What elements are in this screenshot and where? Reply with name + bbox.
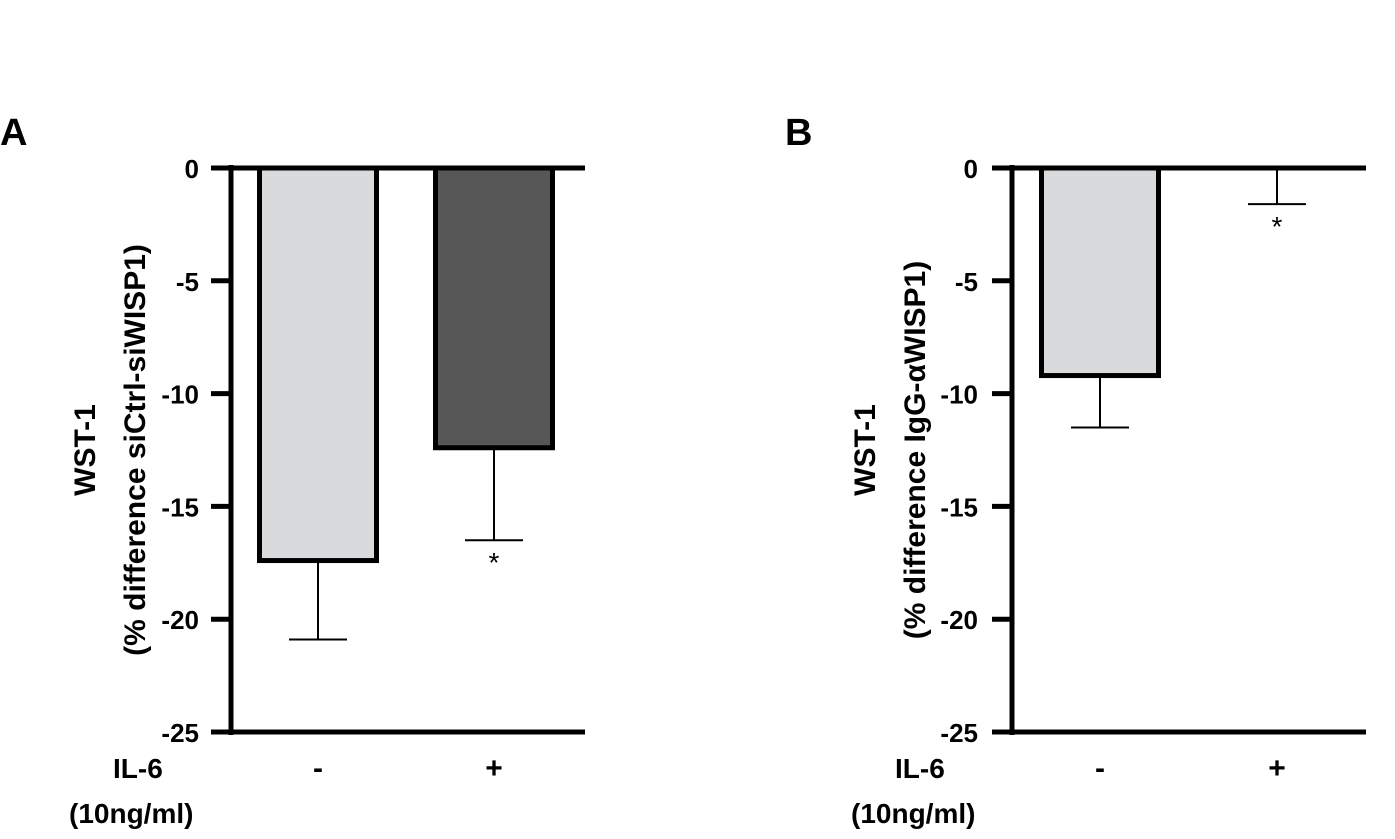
il6-concentration-label: (10ng/ml)	[69, 798, 193, 829]
il6-concentration-label: (10ng/ml)	[851, 798, 975, 829]
y-tick-label: -5	[955, 267, 978, 297]
category-label: -	[1095, 752, 1105, 785]
bar-il6-minus	[257, 165, 379, 564]
y-tick-label: -25	[940, 718, 978, 748]
significance-asterisk: *	[489, 547, 500, 578]
category-label: -	[313, 752, 323, 785]
y-tick-label: 0	[185, 154, 199, 184]
y-axis-title-line1: WST-1	[849, 404, 882, 496]
chart-panel-b: B * 0 -5 -10 -15 -20 -25 WST-1 (% difference IgG-…	[785, 112, 1366, 829]
y-tick-label: -10	[940, 380, 978, 410]
bar-il6-plus	[433, 165, 555, 451]
il6-row-label: IL-6	[895, 753, 945, 784]
significance-asterisk: *	[1272, 211, 1283, 242]
panel-letter: A	[0, 112, 27, 154]
category-label: +	[1268, 752, 1286, 785]
y-tick-label: -15	[940, 492, 978, 522]
y-axis-title-line2: (% difference IgG-αWISP1)	[899, 261, 932, 640]
y-tick-label: -25	[161, 718, 199, 748]
y-axis-title-line2: (% difference siCtrl-siWISP1)	[119, 244, 152, 656]
y-tick-label: -10	[161, 380, 199, 410]
panel-letter: B	[785, 112, 812, 154]
il6-row-label: IL-6	[113, 753, 163, 784]
y-tick-label: -15	[161, 492, 199, 522]
y-tick-label: 0	[964, 154, 978, 184]
y-axis-title-line1: WST-1	[69, 404, 102, 496]
category-label: +	[485, 752, 503, 785]
y-tick-label: -5	[176, 267, 199, 297]
bar-il6-minus	[1039, 165, 1161, 379]
y-tick-label: -20	[940, 605, 978, 635]
chart-panel-a: A * 0 -5 -10 -15 -20 -25 WST-1 (% difference siCt…	[0, 112, 585, 829]
y-tick-label: -20	[161, 605, 199, 635]
